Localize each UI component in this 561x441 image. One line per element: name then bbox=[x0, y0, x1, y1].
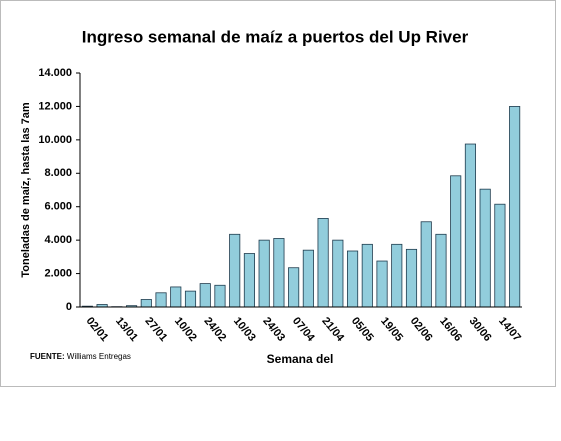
bar bbox=[140, 299, 152, 308]
bar bbox=[258, 239, 270, 308]
bar bbox=[317, 218, 329, 308]
source-label: FUENTE: bbox=[30, 352, 65, 361]
bar bbox=[332, 239, 344, 308]
bar bbox=[479, 188, 491, 308]
bar bbox=[155, 292, 167, 308]
bar bbox=[273, 238, 285, 308]
chart-border bbox=[0, 0, 556, 387]
y-tick-label: 0 bbox=[66, 301, 72, 313]
bar bbox=[184, 290, 197, 308]
source: Williams Entregas bbox=[67, 352, 131, 361]
bar bbox=[347, 250, 359, 308]
bar bbox=[494, 203, 506, 308]
bar bbox=[288, 267, 300, 308]
y-tick-label: 14.000 bbox=[38, 67, 72, 79]
source-note: FUENTE: Williams Entregas bbox=[30, 352, 131, 361]
y-tick-label: 4.000 bbox=[44, 234, 72, 246]
bar bbox=[391, 243, 403, 308]
y-tick-label: 12.000 bbox=[38, 100, 72, 112]
bar bbox=[243, 253, 255, 308]
bar bbox=[509, 106, 521, 308]
y-tick-label: 10.000 bbox=[38, 134, 72, 146]
bar bbox=[361, 243, 373, 308]
y-axis-label: Toneladas de maíz, hasta las 7am bbox=[20, 102, 32, 277]
bar bbox=[376, 260, 388, 308]
y-tick-label: 8.000 bbox=[44, 167, 72, 179]
bar bbox=[464, 143, 476, 308]
bar bbox=[450, 175, 462, 308]
bar bbox=[170, 286, 182, 308]
x-axis-label: Semana del bbox=[267, 352, 334, 366]
bar bbox=[435, 233, 447, 308]
y-tick-label: 2.000 bbox=[44, 267, 72, 279]
bar bbox=[229, 233, 241, 308]
bar bbox=[420, 221, 432, 308]
bar bbox=[199, 283, 211, 308]
bar bbox=[405, 248, 418, 308]
bar bbox=[302, 249, 314, 308]
y-tick-label: 6.000 bbox=[44, 201, 72, 213]
chart-title: Ingreso semanal de maíz a puertos del Up… bbox=[82, 27, 469, 46]
bar bbox=[214, 284, 226, 308]
